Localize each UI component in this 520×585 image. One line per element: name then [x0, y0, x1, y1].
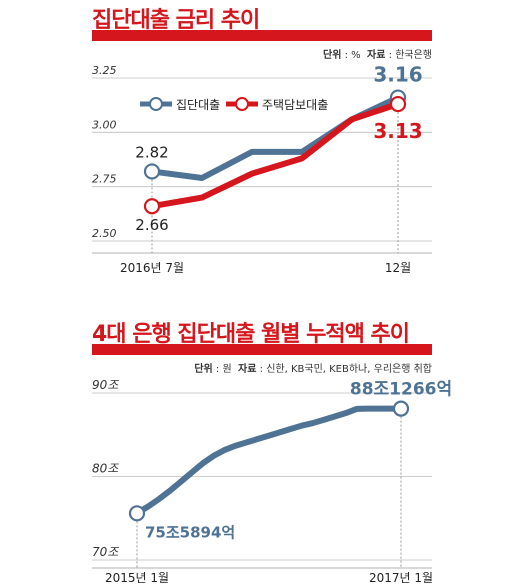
chart1-source-label: 자료 — [367, 50, 386, 61]
chart2-point-marker — [128, 505, 146, 522]
chart2-series-line — [135, 405, 401, 516]
chart1-source: 단위 : % 자료 : 한국은행 — [323, 50, 432, 61]
chart1-unit-value: % — [351, 50, 361, 61]
chart1-data-label: 3.16 — [373, 63, 422, 87]
chart2-point-marker — [392, 400, 410, 417]
chart2-source: 단위 : 원 자료 : 신한, KB국민, KEB하나, 우리은행 취합 — [194, 364, 432, 375]
chart1-title: 집단대출 금리 추이 — [92, 8, 260, 33]
chart2-title-bar — [92, 344, 432, 355]
chart1-legend-marker-0 — [149, 97, 163, 111]
chart1-y-tick-label: 2.50 — [92, 227, 117, 240]
chart2-unit-label: 단위 — [194, 364, 213, 375]
chart1-data-label: 2.66 — [135, 216, 168, 234]
chart1-series-line-1 — [151, 101, 399, 210]
chart1-point-marker — [389, 95, 407, 113]
chart1-y-tick-label: 3.00 — [92, 118, 117, 131]
chart1-data-label: 2.82 — [135, 143, 168, 161]
chart2-data-label: 88조1266억 — [350, 380, 452, 400]
chart2-y-tick-label: 80조 — [92, 462, 119, 476]
chart2-y-tick-label: 90조 — [92, 378, 119, 392]
chart1-point-marker — [143, 198, 161, 215]
chart1-y-tick-label: 2.75 — [92, 173, 117, 186]
chart1-x-tick-label: 12월 — [385, 261, 411, 275]
chart2-source-value: 신한, KB국민, KEB하나, 우리은행 취합 — [266, 364, 432, 375]
chart2-unit-value: 원 — [222, 364, 232, 375]
chart2-x-tick-label: 2015년 1월 — [105, 571, 169, 585]
chart1-point-marker — [143, 163, 161, 180]
chart1-unit-label: 단위 — [323, 50, 342, 61]
chart1-legend-label-1: 주택담보대출 — [262, 98, 328, 112]
chart1-legend-label-0: 집단대출 — [176, 98, 220, 112]
chart1-y-tick-label: 3.25 — [92, 64, 117, 77]
chart2-source-label: 자료 — [238, 364, 257, 375]
chart2-y-tick-label: 70조 — [92, 545, 119, 559]
chart1-data-label: 3.13 — [373, 119, 422, 143]
chart1-legend-marker-1 — [235, 97, 249, 111]
chart2-title: 4대 은행 집단대출 월별 누적액 추이 — [92, 322, 410, 347]
chart1-source-value: 한국은행 — [395, 50, 432, 61]
chart2-x-tick-label: 2017년 1월 — [369, 571, 433, 585]
chart1-title-bar — [92, 30, 432, 41]
chart1-x-tick-label: 2016년 7월 — [120, 261, 184, 275]
chart2-data-label: 75조5894억 — [145, 523, 235, 541]
